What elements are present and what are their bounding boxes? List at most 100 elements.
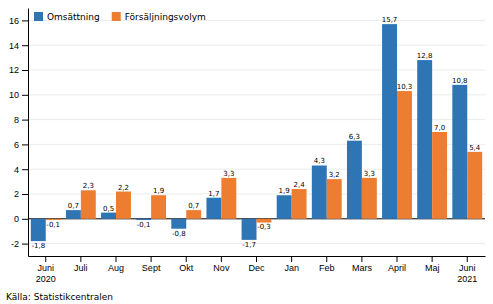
x-tick-label: Aug [108, 263, 124, 273]
bar [277, 195, 292, 219]
x-tick-label-line: Juni [37, 263, 54, 273]
x-tick-label-line: Juni [459, 263, 476, 273]
source-note: Källa: Statistikcentralen [6, 292, 113, 302]
x-tick: Maj [425, 256, 440, 273]
grid-line [28, 169, 485, 170]
x-tick-label-line: Sept [142, 263, 161, 273]
legend-swatch [112, 12, 121, 21]
x-tick-label-line: Aug [108, 263, 124, 273]
bar-series [46, 91, 482, 222]
x-tick-mark [361, 256, 362, 262]
y-tick: 16 [9, 16, 28, 26]
y-tick: 2 [14, 189, 28, 199]
legend-label: Försäljningsvolym [125, 12, 206, 22]
data-label: 5,4 [469, 144, 481, 152]
bar [221, 178, 236, 219]
bar [171, 219, 186, 229]
y-tick-mark [22, 70, 28, 71]
y-tick-mark [22, 95, 28, 96]
x-tick-mark [186, 256, 187, 262]
bar [101, 213, 116, 219]
bar [242, 219, 257, 240]
y-tick-mark [22, 244, 28, 245]
data-label: 10,3 [397, 83, 413, 91]
data-label: 4,3 [314, 157, 325, 165]
chart: -1,80,70,5-0,1-0,81,7-1,71,94,36,315,712… [0, 0, 493, 304]
x-tick-mark [221, 256, 222, 262]
x-axis: Juni2020JuliAugSeptOktNovDecJanFebMarsAp… [29, 256, 486, 284]
bar-series [31, 24, 467, 241]
y-tick: 8 [14, 115, 28, 125]
grid-line [28, 45, 485, 46]
x-tick-label-line: April [388, 263, 406, 273]
x-tick: Juni2021 [457, 256, 477, 284]
x-tick-mark [115, 256, 116, 262]
data-label: 6,3 [349, 133, 360, 141]
bar [66, 210, 81, 219]
legend-item: Försäljningsvolym [112, 12, 206, 22]
data-label: 0,5 [103, 205, 114, 213]
x-tick-label-line: 2020 [36, 274, 56, 284]
y-tick-label: 0 [14, 214, 19, 224]
x-tick-label: Maj [425, 263, 440, 273]
data-label: 2,2 [118, 184, 129, 192]
data-label: -1,8 [31, 242, 45, 250]
x-tick-mark [80, 256, 81, 262]
y-tick: 14 [9, 41, 28, 51]
y-tick: 10 [9, 90, 28, 100]
x-tick-label-line: 2021 [457, 274, 477, 284]
x-tick-label: Mars [352, 263, 372, 273]
y-tick-mark [22, 45, 28, 46]
x-tick: Okt [179, 256, 194, 273]
y-tick-label: 8 [14, 115, 19, 125]
y-tick-mark [22, 20, 28, 21]
x-tick-label-line: Mars [352, 263, 372, 273]
x-tick-label: Jan [284, 263, 299, 273]
grid [28, 20, 485, 243]
bar [257, 219, 272, 223]
y-tick-mark [22, 120, 28, 121]
bar [327, 179, 342, 219]
x-tick-label: Nov [213, 263, 230, 273]
x-tick: Mars [352, 256, 372, 273]
data-label: -0,1 [137, 221, 151, 229]
data-labels: -1,80,70,5-0,1-0,81,7-1,71,94,36,315,712… [31, 16, 480, 250]
x-tick-label-line: Juli [74, 263, 88, 273]
y-tick-label: -2 [11, 239, 19, 249]
y-tick: 6 [14, 140, 28, 150]
bar [186, 210, 201, 219]
bar [417, 60, 432, 219]
data-label: 1,7 [208, 190, 219, 198]
x-tick-label-line: Maj [425, 263, 440, 273]
x-tick: Feb [319, 256, 335, 273]
x-tick-label-line: Nov [213, 263, 230, 273]
data-label: 1,9 [279, 187, 290, 195]
x-tick-label-line: Jan [284, 263, 299, 273]
data-label: 12,8 [417, 52, 433, 60]
bar [312, 165, 327, 218]
x-tick: Aug [108, 256, 124, 273]
data-label: 0,7 [188, 202, 199, 210]
bar [81, 190, 96, 219]
data-label: 3,3 [364, 170, 375, 178]
x-tick-label-line: Okt [179, 263, 194, 273]
x-tick-label: Juli [74, 263, 88, 273]
x-tick: Sept [142, 256, 161, 273]
bar [432, 132, 447, 219]
data-label: 10,8 [452, 77, 468, 85]
x-tick: Jan [284, 256, 299, 273]
data-label: -1,7 [242, 241, 256, 249]
x-tick-label: Sept [142, 263, 161, 273]
y-tick-label: 16 [9, 16, 19, 26]
x-tick: Juli [74, 256, 88, 273]
x-tick-mark [151, 256, 152, 262]
x-tick: Dec [248, 256, 265, 273]
data-label: 3,3 [223, 170, 234, 178]
bar [151, 195, 166, 219]
y-tick-label: 10 [9, 90, 19, 100]
y-tick-label: 2 [14, 189, 19, 199]
grid-line [28, 194, 485, 195]
x-tick-mark [291, 256, 292, 262]
data-label: 2,4 [294, 181, 306, 189]
bar [31, 219, 46, 241]
